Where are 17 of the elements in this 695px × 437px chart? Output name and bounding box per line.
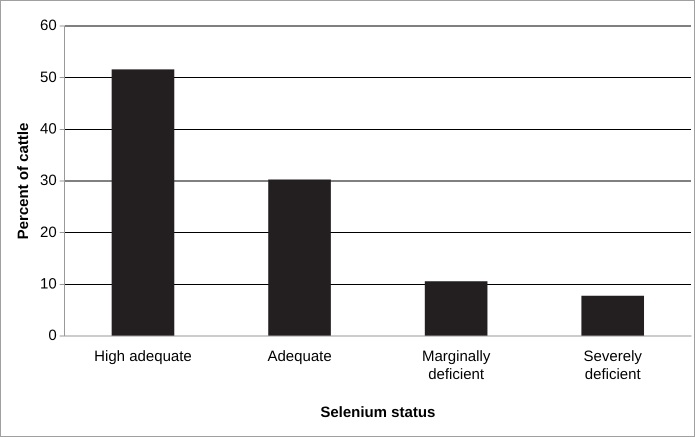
bar — [581, 296, 644, 336]
y-tick-label: 50 — [40, 68, 57, 86]
y-tick-label: 0 — [48, 327, 57, 344]
y-tick-label: 20 — [40, 224, 57, 241]
bar — [424, 281, 488, 336]
y-tick-label: 30 — [40, 172, 57, 190]
x-tick-label: Severely deficient — [584, 348, 642, 384]
bar — [112, 69, 174, 336]
x-tick-label: Marginally deficient — [422, 348, 491, 384]
x-tick-label: High adequate — [94, 348, 192, 366]
x-tick-label: Adequate — [267, 348, 332, 366]
y-axis-title: Percent of cattle — [15, 122, 32, 240]
y-tick-label: 10 — [40, 275, 57, 292]
y-tick-label: 60 — [40, 17, 57, 34]
x-axis-title: Selenium status — [320, 404, 436, 422]
y-tick-label: 40 — [40, 120, 57, 138]
bar — [268, 179, 331, 336]
